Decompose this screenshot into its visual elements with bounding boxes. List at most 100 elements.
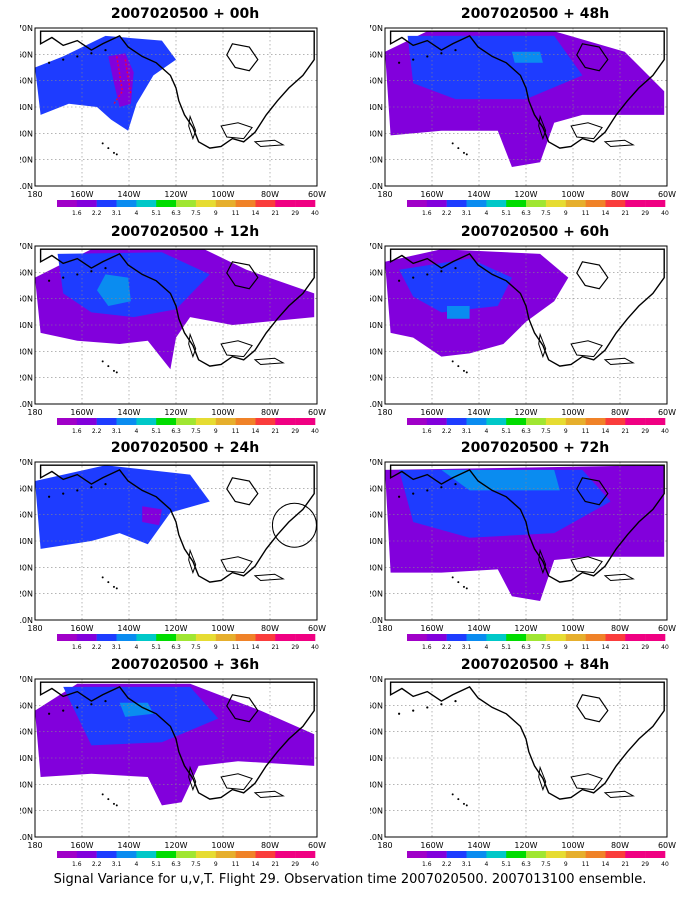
colorbar-swatch (545, 851, 566, 858)
variance-region (63, 686, 219, 746)
colorbar-label: 9 (214, 644, 218, 651)
colorbar-label: 3.1 (462, 861, 472, 868)
colorbar-swatch (76, 200, 97, 207)
colorbar-swatch (486, 200, 507, 207)
colorbar-label: 29 (291, 644, 299, 651)
baja-coastline (188, 765, 197, 792)
colorbar-swatch (466, 200, 487, 207)
lat-tick-label: 30N (370, 347, 383, 356)
colorbar-swatch (76, 418, 97, 425)
lat-tick-label: 10N (370, 182, 383, 191)
colorbar-label: 40 (661, 428, 669, 435)
lon-tick-label: 180 (377, 408, 392, 417)
colorbar-label: 3.1 (112, 428, 122, 435)
variance-map: 70N 60N 50N 40N 30N 20N 10N180 160W 140W 120W 100W… (20, 242, 326, 435)
colorbar-swatch (545, 634, 566, 641)
colorbar-swatch (176, 418, 197, 425)
coastline (39, 248, 315, 367)
colorbar-swatch (136, 200, 157, 207)
lon-tick-label: 60W (308, 841, 326, 850)
colorbar-swatch (506, 634, 527, 641)
variance-region (447, 306, 470, 319)
colorbar-swatch (195, 851, 216, 858)
hawaii-island (457, 147, 460, 150)
colorbar-swatch (176, 851, 197, 858)
caribbean-coastline (603, 357, 635, 366)
hawaii-island (112, 151, 115, 154)
variance-map: 70N 60N 50N 40N 30N 20N 10N180 160W 140W 120W 100W… (370, 242, 676, 435)
aleutian-island (76, 55, 79, 58)
hawaii-island (112, 369, 115, 372)
colorbar-label: 7.5 (191, 861, 201, 868)
lon-tick-label: 100W (211, 408, 234, 417)
aleutian-island (48, 61, 51, 64)
colorbar-label: 29 (641, 428, 649, 435)
colorbar-swatch (625, 851, 646, 858)
colorbar-swatch (506, 418, 527, 425)
colorbar-label: 7.5 (541, 210, 551, 217)
colorbar-label: 9 (564, 210, 568, 217)
forecast-panel-48h: 2007020500 + 48h 70N 60N 50N 40N 30N 20N 10N18… (370, 6, 700, 221)
colorbar-label: 2.2 (442, 428, 452, 435)
colorbar-label: 29 (641, 644, 649, 651)
colorbar-label: 3.1 (462, 428, 472, 435)
lon-tick-label: 140W (117, 190, 140, 199)
coastline (39, 30, 315, 149)
lon-tick-label: 80W (611, 624, 629, 633)
colorbar-swatch (235, 418, 256, 425)
colorbar-label: 7.5 (541, 644, 551, 651)
colorbar-swatch (526, 200, 547, 207)
variance-region (119, 702, 154, 717)
hawaii-island (465, 587, 468, 590)
colorbar-label: 1.6 (422, 210, 432, 217)
aleutian-island (48, 712, 51, 715)
colorbar-swatch (156, 200, 177, 207)
lon-tick-label: 100W (561, 624, 584, 633)
hawaii-island (451, 142, 454, 145)
colorbar-swatch (195, 418, 216, 425)
lat-tick-label: 60N (370, 701, 383, 710)
hawaii-island (101, 142, 104, 145)
lon-tick-label: 80W (261, 841, 279, 850)
baja-coastline (538, 548, 547, 575)
colorbar-label: 21 (621, 861, 629, 868)
gulf-coastline (220, 773, 253, 791)
lon-tick-label: 180 (27, 624, 42, 633)
variance-map: 70N 60N 50N 40N 30N 20N 10N180 160W 140W 120W 100W… (20, 675, 326, 868)
variance-map: 70N 60N 50N 40N 30N 20N 10N180 160W 140W 120W 100W… (20, 458, 326, 651)
hawaii-island (115, 804, 118, 807)
colorbar-swatch (116, 418, 137, 425)
lat-tick-label: 10N (370, 400, 383, 409)
colorbar-swatch (156, 851, 177, 858)
colorbar-label: 5.1 (151, 210, 161, 217)
colorbar-swatch (565, 200, 586, 207)
colorbar-label: 14 (602, 644, 610, 651)
aleutian-island (398, 495, 401, 498)
colorbar-label: 40 (661, 644, 669, 651)
colorbar-swatch (605, 851, 626, 858)
aleutian-island (62, 709, 65, 712)
aleutian-island (104, 267, 107, 270)
lon-tick-label: 80W (261, 408, 279, 417)
colorbar-swatch (295, 851, 316, 858)
colorbar-label: 40 (311, 644, 319, 651)
colorbar-swatch (486, 418, 507, 425)
lat-tick-label: 20N (20, 374, 33, 383)
colorbar-label: 4 (134, 861, 138, 868)
colorbar-label: 9 (564, 861, 568, 868)
colorbar-swatch (466, 418, 487, 425)
colorbar-label: 21 (621, 210, 629, 217)
lon-tick-label: 160W (70, 841, 93, 850)
lon-tick-label: 160W (420, 190, 443, 199)
aleutian-island (440, 703, 443, 706)
colorbar-label: 40 (311, 428, 319, 435)
lon-tick-label: 60W (308, 624, 326, 633)
colorbar-swatch (466, 851, 487, 858)
colorbar-swatch (645, 851, 666, 858)
variance-region (35, 35, 176, 131)
hudson-bay-coastline (226, 477, 259, 506)
lon-tick-label: 140W (117, 624, 140, 633)
colorbar-label: 9 (564, 644, 568, 651)
colorbar-label: 21 (271, 210, 279, 217)
lon-tick-label: 180 (27, 190, 42, 199)
